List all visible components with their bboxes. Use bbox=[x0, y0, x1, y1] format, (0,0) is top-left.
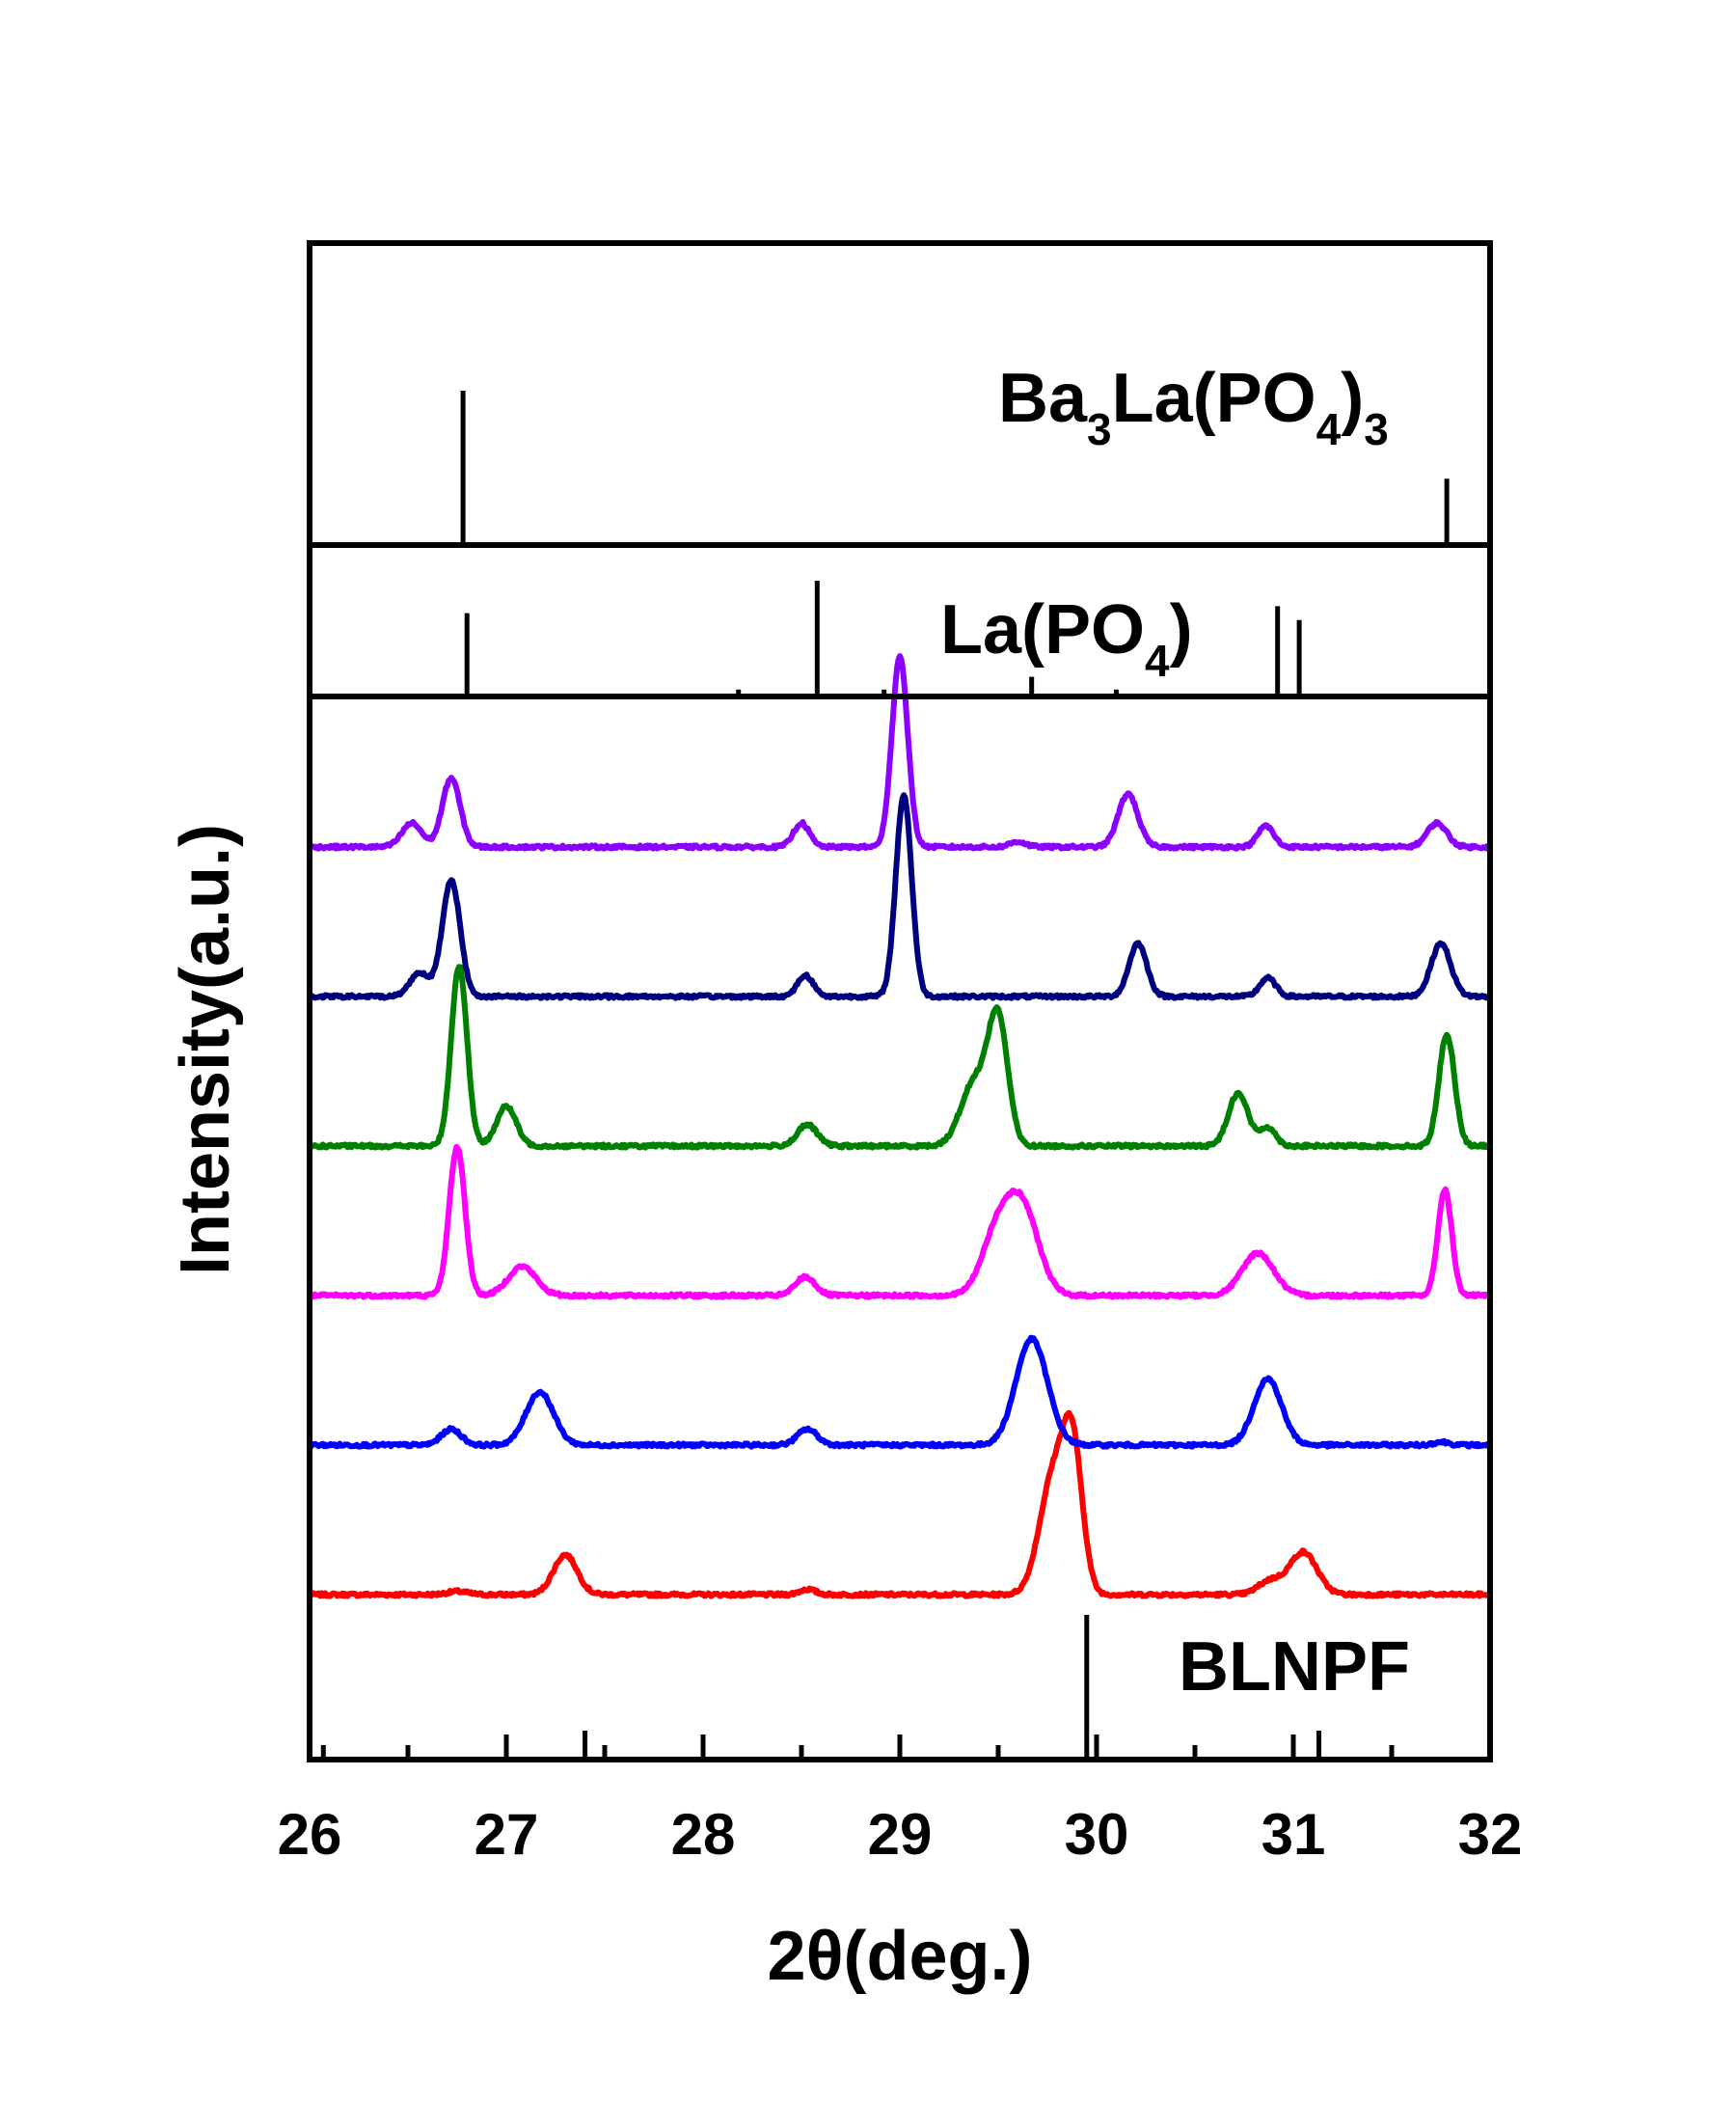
panel-label-blnpf: BLNPF bbox=[1179, 1628, 1410, 1706]
x-tick-label: 28 bbox=[671, 1802, 736, 1867]
series-layer bbox=[307, 653, 1493, 1599]
xrd-series-5 bbox=[307, 792, 1493, 1001]
panel-label-ba3la: Ba3La(PO4)3 bbox=[998, 360, 1389, 454]
xrd-series-3 bbox=[307, 1143, 1493, 1300]
plot-frame bbox=[307, 240, 1493, 1762]
xrd-series-6 bbox=[307, 653, 1493, 852]
x-tick-label: 26 bbox=[278, 1802, 342, 1867]
xrd-series-1 bbox=[307, 1409, 1493, 1599]
x-axis-label: 2θ(deg.) bbox=[768, 1918, 1033, 1995]
y-axis-label: Intensity(a.u.) bbox=[167, 824, 244, 1275]
x-axis-ticks: 26 27 28 29 30 31 32 bbox=[278, 1734, 1523, 1867]
x-tick-label: 29 bbox=[868, 1802, 933, 1867]
x-tick-label: 31 bbox=[1261, 1802, 1326, 1867]
reference-sticks bbox=[320, 391, 1450, 1760]
x-tick-label: 27 bbox=[475, 1802, 539, 1867]
xrd-series-2 bbox=[307, 1334, 1493, 1450]
x-tick-label: 32 bbox=[1458, 1802, 1523, 1867]
panel-label-lapo4: La(PO4) bbox=[940, 591, 1193, 686]
xrd-series-4 bbox=[307, 964, 1493, 1151]
x-tick-label: 30 bbox=[1065, 1802, 1129, 1867]
